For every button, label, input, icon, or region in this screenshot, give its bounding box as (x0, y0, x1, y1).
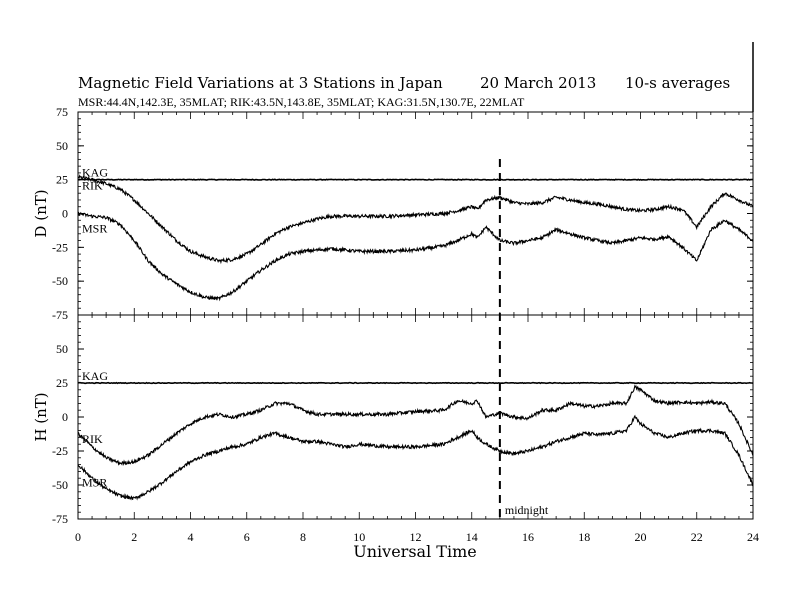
x-tick-label: 2 (131, 530, 137, 544)
series-line-kag (77, 178, 754, 181)
y-tick-label: -50 (52, 478, 68, 492)
midnight-label: midnight (505, 503, 549, 517)
y-tick-label: 50 (56, 342, 68, 356)
series-label-kag: KAG (82, 369, 108, 383)
series-line-msr (77, 414, 754, 501)
x-tick-label: 14 (466, 530, 478, 544)
chart-date: 20 March 2013 (480, 74, 596, 92)
x-tick-label: 12 (410, 530, 422, 544)
x-tick-label: 24 (747, 530, 759, 544)
series-line-msr (77, 211, 754, 302)
chart-subtitle: MSR:44.4N,142.3E, 35MLAT; RIK:43.5N,143.… (78, 95, 525, 109)
chart-averaging: 10-s averages (625, 74, 730, 92)
x-tick-label: 22 (691, 530, 703, 544)
x-tick-label: 0 (75, 530, 81, 544)
x-axis-label: Universal Time (353, 542, 476, 561)
y-tick-label: -50 (52, 274, 68, 288)
y-tick-label: 0 (62, 410, 68, 424)
y-axis-label: D (nT) (32, 189, 50, 237)
x-tick-label: 4 (188, 530, 194, 544)
series-line-rik (77, 384, 754, 467)
y-tick-label: 25 (56, 173, 68, 187)
panel-frame (77, 314, 754, 520)
y-tick-label: -25 (52, 444, 68, 458)
x-tick-label: 18 (578, 530, 590, 544)
x-tick-label: 20 (635, 530, 647, 544)
series-label-rik: RIK (82, 432, 103, 446)
series-label-msr: MSR (82, 221, 107, 235)
y-tick-label: -25 (52, 240, 68, 254)
y-tick-label: 75 (56, 105, 68, 119)
x-tick-label: 16 (522, 530, 534, 544)
y-tick-label: -75 (52, 512, 68, 526)
x-tick-label: 10 (353, 530, 365, 544)
chart-title: Magnetic Field Variations at 3 Stations … (78, 74, 443, 92)
y-tick-label: 25 (56, 376, 68, 390)
x-tick-label: 6 (244, 530, 250, 544)
series-line-rik (77, 174, 754, 265)
y-tick-label: 50 (56, 139, 68, 153)
series-label-msr: MSR (82, 475, 107, 489)
y-axis-label: H (nT) (32, 392, 50, 441)
panel-h: 50 25 0 -25 -50 -75 H (nT) KAG RIK MSR (32, 314, 754, 526)
y-tick-label: -75 (52, 308, 68, 322)
series-label-rik: RIK (82, 179, 103, 193)
y-tick-label: 0 (62, 207, 68, 221)
series-line-kag (77, 381, 754, 385)
x-tick-label: 8 (300, 530, 306, 544)
x-tick-labels: 0 2 4 6 8 10 12 14 16 18 20 22 24 (75, 530, 759, 544)
